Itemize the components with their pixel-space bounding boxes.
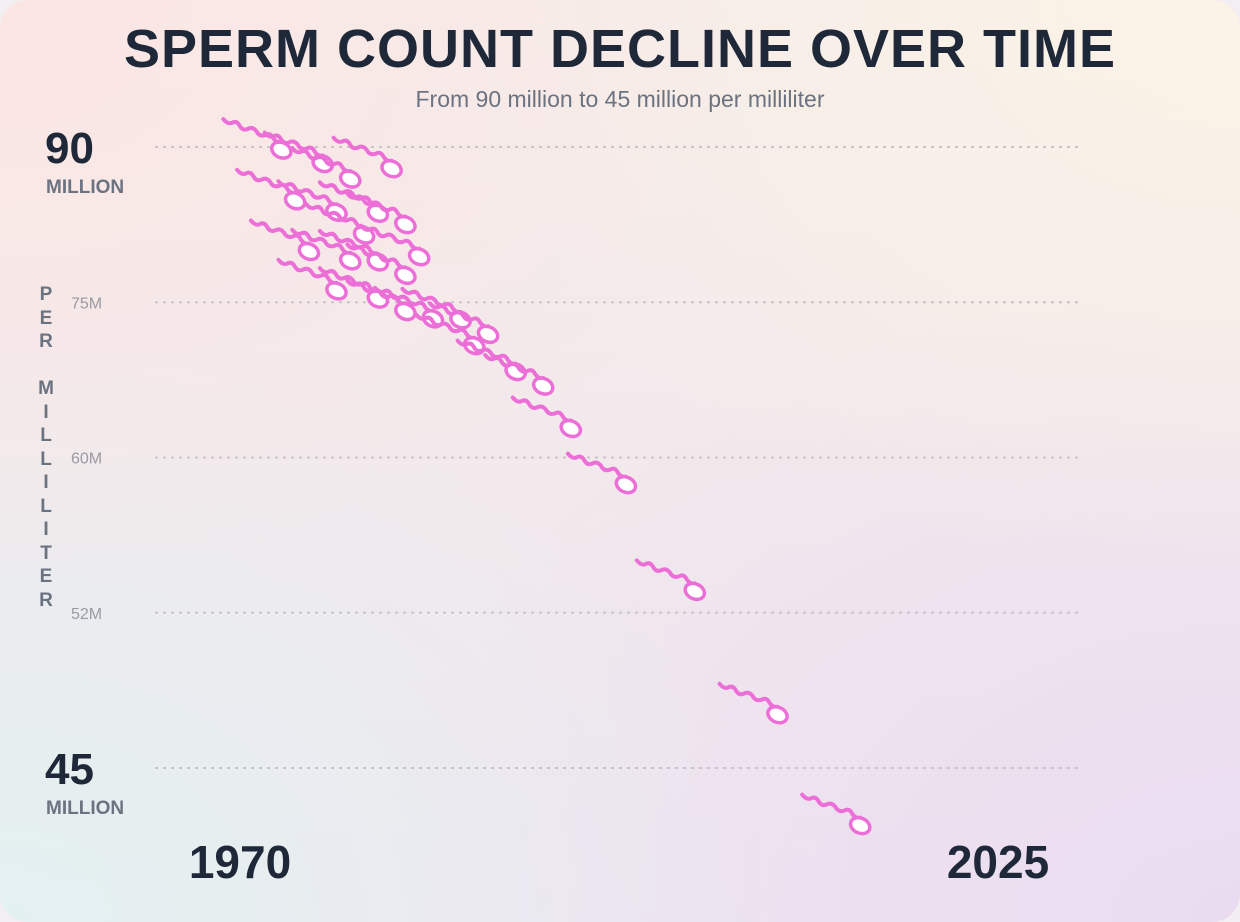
sperm-icon [634, 558, 707, 602]
y-axis-label-letter: I [43, 519, 49, 540]
sperm-tail [359, 223, 422, 251]
sperm-tail [455, 338, 518, 366]
sperm-tail [262, 130, 325, 158]
sperm-head [614, 474, 638, 495]
sperm-head [531, 376, 555, 396]
y-axis-label-letter: T [40, 542, 52, 564]
sperm-tail [345, 191, 408, 219]
sperm-head [338, 251, 362, 271]
sperm-tail [276, 257, 339, 286]
sperm-head [848, 815, 872, 836]
sperm-tail [400, 286, 463, 315]
sperm-tail [717, 681, 780, 709]
sperm-tail [248, 218, 311, 246]
sperm-icon [290, 227, 362, 271]
sperm-icon [359, 223, 431, 267]
sperm-tail [317, 266, 380, 294]
sperm-tail [800, 792, 863, 820]
y-axis-label-letter: L [40, 495, 52, 517]
sperm-icon [235, 167, 307, 211]
sperm-tail [372, 285, 435, 313]
sperm-head [394, 301, 417, 322]
y-axis-label-letter: I [43, 401, 49, 423]
sperm-icon [248, 218, 321, 262]
sperm-head [338, 169, 362, 189]
sperm-head [766, 705, 789, 725]
sperm-tail [221, 117, 284, 145]
sperm-icon [565, 451, 638, 495]
y-tick-sublabel: MILLION [46, 177, 124, 198]
sperm-icon [345, 191, 417, 235]
sperm-tail [331, 135, 394, 163]
chart-subtitle: From 90 million to 45 million per millil… [415, 86, 825, 112]
y-axis-label-letter: I [43, 472, 49, 493]
sperm-icon [276, 257, 348, 301]
sperm-head [476, 324, 500, 345]
sperm-icon [428, 301, 500, 345]
sperm-tail [510, 395, 573, 423]
sperm-tail [317, 228, 380, 257]
y-axis-label-letter: P [39, 284, 53, 305]
y-tick-label: 90 [45, 124, 94, 173]
y-axis-label-letter: R [39, 331, 53, 352]
sperm-tail [634, 558, 697, 586]
y-axis-label-letter: R [39, 589, 53, 611]
sperm-tail [345, 242, 408, 270]
sperm-tail [276, 179, 339, 207]
y-tick-label: 75M [71, 295, 102, 312]
sperm-head [325, 281, 348, 301]
sperm-tail [290, 227, 353, 256]
sperm-head [283, 191, 307, 211]
sperm-head [559, 418, 583, 439]
sperm-icon [331, 135, 403, 179]
sperm-tail [317, 180, 380, 208]
chart-title: SPERM COUNT DECLINE OVER TIME [123, 19, 1117, 79]
sperm-head [297, 241, 321, 262]
y-tick-sublabel: MILLION [46, 798, 124, 819]
sperm-tail [304, 201, 367, 230]
y-tick-label: 45 [45, 745, 94, 794]
y-axis-label-letter: M [38, 378, 54, 399]
sperm-icon [290, 146, 362, 189]
sperm-tail [483, 353, 546, 381]
x-tick-label: 2025 [947, 836, 1049, 888]
y-axis-label-letter: E [39, 566, 53, 587]
sperm-icon [345, 242, 417, 286]
y-tick-label: 52M [71, 606, 102, 623]
sperm-head [683, 581, 707, 602]
sperm-head [394, 214, 417, 235]
x-tick-label: 1970 [189, 836, 291, 888]
sperm-icon [483, 353, 555, 396]
sperm-icon [717, 681, 789, 725]
sperm-tail [290, 146, 353, 174]
sperm-tail [565, 451, 628, 479]
y-tick-label: 60M [71, 451, 102, 468]
y-axis-label-letter: L [40, 448, 52, 470]
sperm-tail [414, 312, 477, 340]
y-axis-label-letter: L [40, 425, 52, 446]
sperm-icon [800, 792, 872, 836]
sperm-tail [428, 301, 491, 329]
sperm-tail [235, 167, 298, 195]
sperm-head [394, 265, 417, 286]
sperm-head [407, 246, 431, 267]
sperm-head [380, 158, 403, 179]
y-axis-label-letter: E [39, 307, 53, 329]
sperm-icon [510, 395, 583, 439]
